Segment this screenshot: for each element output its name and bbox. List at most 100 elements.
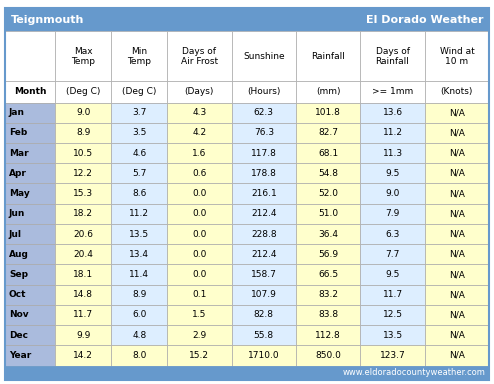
Text: 12.5: 12.5: [382, 311, 403, 319]
Text: 83.2: 83.2: [318, 290, 338, 299]
Text: N/A: N/A: [449, 108, 465, 117]
Text: 13.5: 13.5: [382, 331, 403, 340]
Bar: [5, 204, 55, 224]
Text: Max
Temp: Max Temp: [71, 47, 95, 66]
Text: 212.4: 212.4: [251, 250, 277, 259]
Text: 13.6: 13.6: [382, 108, 403, 117]
Text: Rainfall: Rainfall: [311, 52, 345, 61]
Bar: [232, 163, 296, 184]
Text: 123.7: 123.7: [380, 351, 406, 360]
Text: Oct: Oct: [9, 290, 26, 299]
Text: N/A: N/A: [449, 128, 465, 137]
Text: N/A: N/A: [449, 311, 465, 319]
Text: 212.4: 212.4: [251, 209, 277, 218]
Bar: [360, 143, 425, 163]
Bar: [425, 285, 489, 305]
Text: 2.9: 2.9: [192, 331, 206, 340]
Bar: [55, 143, 111, 163]
Text: 14.2: 14.2: [73, 351, 93, 360]
Text: Days of
Rainfall: Days of Rainfall: [375, 47, 410, 66]
Bar: [5, 224, 55, 244]
Text: 11.3: 11.3: [382, 149, 403, 157]
Bar: [55, 224, 111, 244]
Bar: [167, 204, 232, 224]
Text: 178.8: 178.8: [251, 169, 277, 178]
Bar: [425, 103, 489, 123]
Bar: [360, 265, 425, 285]
Text: 8.9: 8.9: [132, 290, 146, 299]
Text: 8.9: 8.9: [76, 128, 90, 137]
Text: 11.7: 11.7: [73, 311, 93, 319]
Text: www.eldoradocountyweather.com: www.eldoradocountyweather.com: [342, 368, 485, 377]
Bar: [111, 244, 167, 265]
Text: (Days): (Days): [185, 88, 214, 96]
Bar: [167, 345, 232, 366]
Bar: [111, 81, 167, 103]
Text: 8.0: 8.0: [132, 351, 146, 360]
Text: 11.2: 11.2: [129, 209, 149, 218]
Bar: [360, 305, 425, 325]
Bar: [360, 224, 425, 244]
Text: 62.3: 62.3: [254, 108, 274, 117]
Text: Apr: Apr: [9, 169, 27, 178]
Bar: [111, 123, 167, 143]
Text: 3.5: 3.5: [132, 128, 146, 137]
Text: 0.0: 0.0: [192, 270, 206, 279]
Text: 56.9: 56.9: [318, 250, 338, 259]
Text: 158.7: 158.7: [251, 270, 277, 279]
Bar: [425, 244, 489, 265]
Bar: [5, 244, 55, 265]
Text: N/A: N/A: [449, 351, 465, 360]
Text: Min
Temp: Min Temp: [127, 47, 151, 66]
Bar: [425, 305, 489, 325]
Text: El Dorado Weather: El Dorado Weather: [366, 15, 483, 25]
Bar: [167, 123, 232, 143]
Bar: [55, 103, 111, 123]
Text: 13.4: 13.4: [129, 250, 149, 259]
Bar: [5, 81, 55, 103]
Text: Month: Month: [14, 88, 46, 96]
Text: N/A: N/A: [449, 290, 465, 299]
Bar: [232, 31, 296, 81]
Bar: [111, 265, 167, 285]
Text: 13.5: 13.5: [129, 230, 149, 238]
Text: 82.7: 82.7: [318, 128, 338, 137]
Text: 54.8: 54.8: [318, 169, 338, 178]
Bar: [111, 305, 167, 325]
Bar: [296, 81, 360, 103]
Text: 9.5: 9.5: [385, 270, 400, 279]
Text: Dec: Dec: [9, 331, 28, 340]
Text: 9.5: 9.5: [385, 169, 400, 178]
Bar: [5, 345, 55, 366]
Text: N/A: N/A: [449, 169, 465, 178]
Bar: [360, 31, 425, 81]
Bar: [296, 244, 360, 265]
Bar: [360, 325, 425, 345]
Bar: [167, 325, 232, 345]
Bar: [232, 224, 296, 244]
Text: (Hours): (Hours): [247, 88, 281, 96]
Bar: [232, 305, 296, 325]
Text: (Deg C): (Deg C): [66, 88, 100, 96]
Text: 1.6: 1.6: [192, 149, 206, 157]
Bar: [296, 345, 360, 366]
Bar: [55, 305, 111, 325]
Text: Sunshine: Sunshine: [243, 52, 285, 61]
Text: 11.4: 11.4: [129, 270, 149, 279]
Bar: [232, 143, 296, 163]
Bar: [232, 103, 296, 123]
Text: N/A: N/A: [449, 209, 465, 218]
Bar: [360, 285, 425, 305]
Text: 11.7: 11.7: [382, 290, 403, 299]
Bar: [5, 366, 489, 380]
Bar: [296, 31, 360, 81]
Text: 3.7: 3.7: [132, 108, 146, 117]
Bar: [55, 345, 111, 366]
Text: 0.1: 0.1: [192, 290, 206, 299]
Bar: [55, 265, 111, 285]
Text: 216.1: 216.1: [251, 189, 277, 198]
Text: Days of
Air Frost: Days of Air Frost: [181, 47, 218, 66]
Text: 0.6: 0.6: [192, 169, 206, 178]
Text: Sep: Sep: [9, 270, 28, 279]
Text: 82.8: 82.8: [254, 311, 274, 319]
